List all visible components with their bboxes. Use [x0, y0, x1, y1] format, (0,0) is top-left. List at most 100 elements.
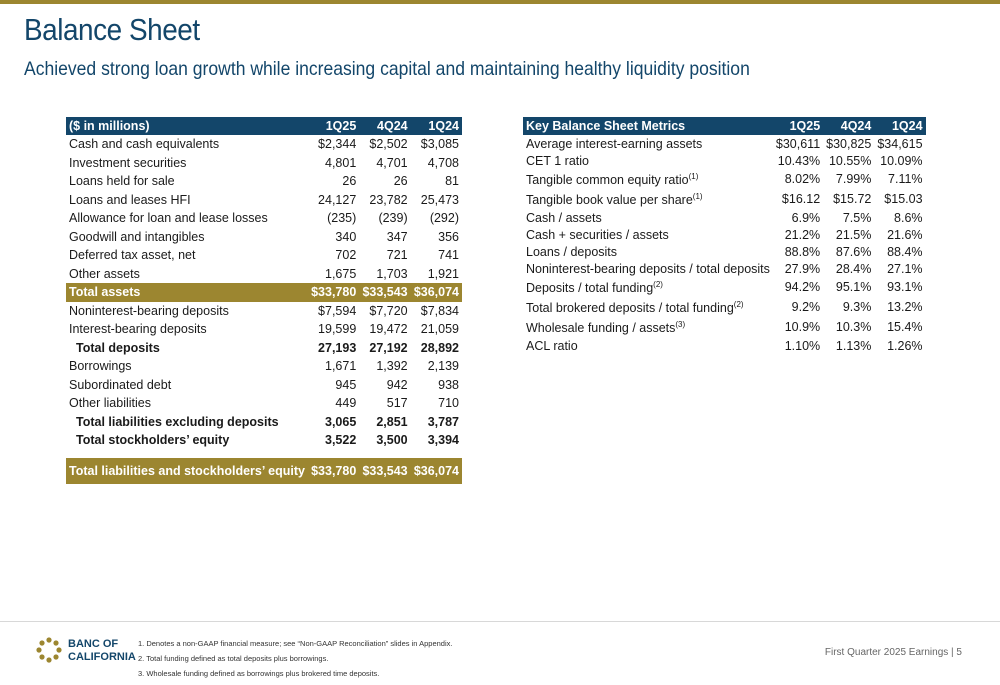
row-label: Allowance for loan and lease losses: [69, 211, 268, 226]
cell-value: 93.1%: [887, 280, 923, 294]
top-accent-bar: [0, 0, 1000, 4]
cell-value: 28,892: [420, 340, 459, 355]
cell-value: 7.99%: [835, 172, 872, 186]
logo-line: BANC OF: [68, 638, 119, 650]
table-row: Noninterest-bearing deposits / total dep…: [523, 260, 926, 277]
cell-value: 1.13%: [835, 338, 872, 353]
metric-label: Cash + securities / assets: [526, 227, 669, 242]
cell-value: 1,675: [325, 266, 357, 281]
table-row: Tangible book value per share(1) $16.12 $1…: [523, 189, 926, 209]
column-header: ($ in millions): [66, 117, 308, 135]
cell-value: 28.4%: [835, 261, 872, 276]
footer-divider: [0, 621, 1000, 622]
cell-value: 21.6%: [887, 227, 923, 242]
row-label: Investment securities: [69, 155, 187, 170]
cell-value: 88.4%: [887, 244, 923, 259]
metric-label: Total brokered deposits / total funding: [526, 300, 734, 315]
table-row: Cash + securities / assets 21.2% 21.5% 21.6…: [523, 226, 926, 243]
cell-value: 10.9%: [784, 320, 821, 334]
cell-value: $36,074: [410, 449, 462, 484]
column-header: 1Q24: [410, 117, 462, 135]
row-label: Loans / deposits: [523, 243, 773, 260]
cell-value: 21.2%: [784, 227, 821, 242]
key-metrics-header-row: Key Balance Sheet Metrics 1Q25 4Q24 1Q24: [523, 117, 926, 135]
cell-value: 7.5%: [842, 210, 872, 225]
footnote-marker: (1): [688, 171, 699, 181]
row-label: Total stockholders’ equity: [76, 433, 230, 448]
column-header: 1Q25: [772, 117, 824, 135]
cell-value: $3,085: [420, 137, 459, 152]
row-label: Noninterest-bearing deposits / total dep…: [523, 260, 773, 277]
column-header: 4Q24: [823, 117, 875, 135]
cell-value: 27,192: [369, 340, 408, 355]
row-label: Cash / assets: [523, 209, 773, 226]
cell-value: 21.5%: [835, 227, 872, 242]
table-row: Tangible common equity ratio(1) 8.02% 7.99…: [523, 169, 926, 189]
cell-value: 6.9%: [791, 210, 821, 225]
cell-value: 356: [438, 229, 459, 244]
cell-value: 741: [438, 248, 459, 263]
metric-label: Deposits / total funding: [526, 280, 654, 295]
table-row: Wholesale funding / assets(3) 10.9% 10.3% 1…: [523, 317, 926, 337]
cell-value: 1,392: [376, 359, 408, 374]
row-label: Cash + securities / assets: [523, 226, 773, 243]
table-row: Total stockholders’ equity 3,522 3,500 3,39…: [66, 431, 462, 454]
cell-value: 2,851: [376, 414, 408, 429]
balance-sheet-header-row: ($ in millions) 1Q25 4Q24 1Q24: [66, 117, 462, 135]
cell-value: 942: [386, 377, 408, 392]
row-label: Loans and leases HFI: [69, 192, 191, 207]
metric-label: Cash / assets: [526, 210, 602, 225]
row-label: Tangible common equity ratio(1): [523, 169, 773, 189]
table-row: Total brokered deposits / total funding(…: [523, 297, 926, 317]
metric-label: Tangible common equity ratio: [526, 172, 689, 187]
cell-value: 3,394: [427, 433, 459, 448]
column-header: 1Q24: [874, 117, 926, 135]
footnote-marker: (2): [653, 279, 663, 289]
cell-value: $7,594: [318, 303, 357, 318]
cell-value: 3,500: [376, 433, 408, 448]
cell-value: 3,787: [427, 414, 459, 429]
table-row: Deposits / total funding(2) 94.2% 95.1% 93.…: [523, 277, 926, 297]
table-row: Total liabilities excluding deposits 3,06…: [66, 413, 462, 432]
row-label: Subordinated debt: [69, 377, 172, 392]
row-label: Total brokered deposits / total funding(…: [523, 297, 773, 317]
cell-value: 8.02%: [784, 172, 821, 186]
cell-value: 4,708: [427, 155, 459, 170]
metric-label: CET 1 ratio: [526, 153, 589, 168]
logo-wordmark: BANC OF CALIFORNIA: [68, 638, 136, 664]
table-row: Total deposits 27,193 27,192 28,892: [66, 339, 462, 358]
cell-value: $36,074: [410, 283, 462, 302]
table-row: Noninterest-bearing deposits $7,594 $7,720…: [66, 302, 462, 321]
cell-value: 8.6%: [894, 210, 923, 225]
footnote-marker: (2): [733, 299, 744, 309]
cell-value: 10.3%: [835, 320, 872, 334]
row-label: Total deposits: [76, 340, 160, 355]
cell-value: $15.72: [833, 192, 872, 206]
table-row: Borrowings 1,671 1,392 2,139: [66, 357, 462, 376]
row-label: Noninterest-bearing deposits: [69, 303, 229, 318]
metric-label: Average interest-earning assets: [526, 136, 703, 151]
table-row: Cash / assets 6.9% 7.5% 8.6%: [523, 209, 926, 226]
cell-value: 25,473: [420, 192, 459, 207]
cell-value: 27,193: [318, 340, 357, 355]
cell-value: 15.4%: [887, 320, 923, 334]
cell-value: 517: [386, 396, 408, 411]
table-row: Loans / deposits 88.8% 87.6% 88.4%: [523, 243, 926, 260]
row-label: Average interest-earning assets: [523, 135, 773, 152]
cell-value: $15.03: [884, 192, 923, 206]
row-label: Wholesale funding / assets(3): [523, 317, 773, 337]
footnote: 3. Wholesale funding defined as borrowin…: [138, 669, 380, 678]
table-row: Loans held for sale 26 26 81: [66, 172, 462, 191]
table-row: Goodwill and intangibles 340 347 356: [66, 228, 462, 247]
table-row: ACL ratio 1.10% 1.13% 1.26%: [523, 337, 926, 354]
cell-value: 27.9%: [784, 261, 821, 276]
cell-value: (239): [378, 211, 408, 226]
cell-value: $30,611: [775, 136, 821, 151]
cell-value: 4,801: [325, 155, 357, 170]
bank-logo-icon: [36, 637, 62, 663]
table-row: Interest-bearing deposits 19,599 19,472 21,…: [66, 320, 462, 339]
row-label: Deposits / total funding(2): [523, 277, 773, 297]
cell-value: 95.1%: [835, 280, 872, 294]
table-row: Other liabilities 449 517 710: [66, 394, 462, 413]
cell-value: $2,502: [369, 137, 408, 152]
